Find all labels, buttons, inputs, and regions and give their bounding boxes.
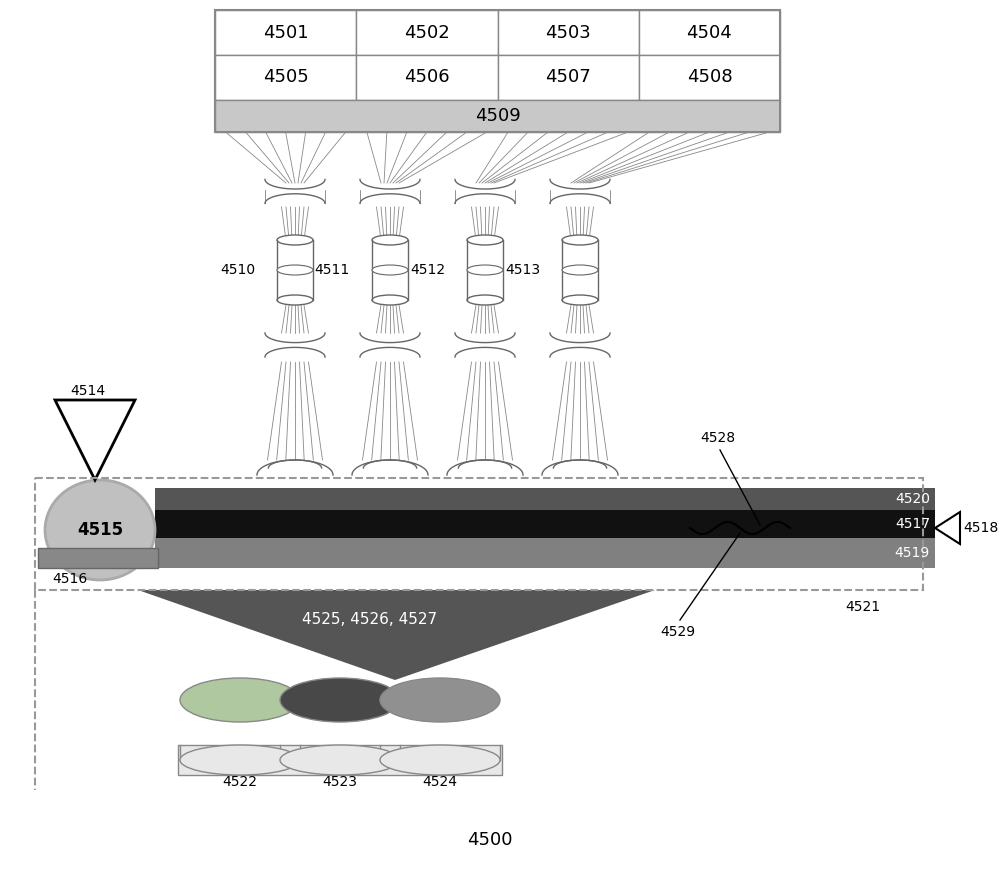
Bar: [498, 10, 639, 55]
Bar: [178, 745, 502, 775]
Ellipse shape: [372, 295, 408, 305]
Text: 4502: 4502: [404, 23, 450, 42]
Ellipse shape: [277, 265, 313, 275]
Bar: [639, 10, 780, 55]
Ellipse shape: [562, 235, 598, 245]
Text: 4506: 4506: [404, 68, 450, 86]
Bar: [155, 510, 935, 538]
Text: 4509: 4509: [475, 107, 520, 125]
Text: 4520: 4520: [895, 492, 930, 506]
Ellipse shape: [372, 265, 408, 275]
Ellipse shape: [372, 235, 408, 245]
Text: 4528: 4528: [700, 431, 736, 445]
Polygon shape: [55, 400, 135, 480]
Ellipse shape: [180, 745, 300, 775]
Text: 4529: 4529: [660, 625, 696, 639]
Bar: [215, 55, 356, 100]
Ellipse shape: [380, 678, 500, 722]
Text: 4514: 4514: [70, 384, 105, 398]
Text: 4508: 4508: [687, 68, 732, 86]
Ellipse shape: [467, 235, 503, 245]
Text: 4504: 4504: [686, 23, 732, 42]
Bar: [38, 548, 158, 568]
Text: 4513: 4513: [505, 263, 540, 277]
Ellipse shape: [277, 235, 313, 245]
Ellipse shape: [467, 295, 503, 305]
Text: 4515: 4515: [77, 521, 123, 539]
Text: 4507: 4507: [545, 68, 591, 86]
Text: 4503: 4503: [545, 23, 591, 42]
Ellipse shape: [467, 265, 503, 275]
Text: 4511: 4511: [315, 263, 350, 277]
Polygon shape: [138, 590, 655, 680]
Polygon shape: [935, 512, 960, 544]
Ellipse shape: [562, 295, 598, 305]
Text: 4523: 4523: [322, 775, 358, 789]
Ellipse shape: [380, 745, 500, 775]
Text: 4505: 4505: [263, 68, 308, 86]
Text: 4517: 4517: [895, 517, 930, 531]
Bar: [356, 55, 498, 100]
Bar: [35, 478, 923, 590]
Ellipse shape: [280, 745, 400, 775]
Bar: [215, 100, 780, 132]
Bar: [215, 10, 356, 55]
Text: 4510: 4510: [220, 263, 255, 277]
Ellipse shape: [562, 265, 598, 275]
Bar: [639, 55, 780, 100]
Text: 4522: 4522: [222, 775, 258, 789]
Text: 4500: 4500: [467, 831, 513, 849]
Bar: [498, 55, 639, 100]
Text: 4524: 4524: [422, 775, 458, 789]
Text: 4516: 4516: [52, 572, 88, 586]
Bar: [215, 10, 780, 132]
Text: 4521: 4521: [845, 600, 880, 614]
Text: 4501: 4501: [263, 23, 308, 42]
Bar: [356, 10, 498, 55]
Ellipse shape: [45, 480, 155, 580]
Text: 4518: 4518: [963, 521, 998, 535]
Ellipse shape: [280, 678, 400, 722]
Text: 4512: 4512: [410, 263, 445, 277]
Ellipse shape: [180, 678, 300, 722]
Bar: [155, 538, 935, 568]
Text: 4519: 4519: [895, 546, 930, 560]
Text: 4525, 4526, 4527: 4525, 4526, 4527: [302, 613, 438, 628]
Ellipse shape: [277, 295, 313, 305]
Bar: [155, 488, 935, 510]
